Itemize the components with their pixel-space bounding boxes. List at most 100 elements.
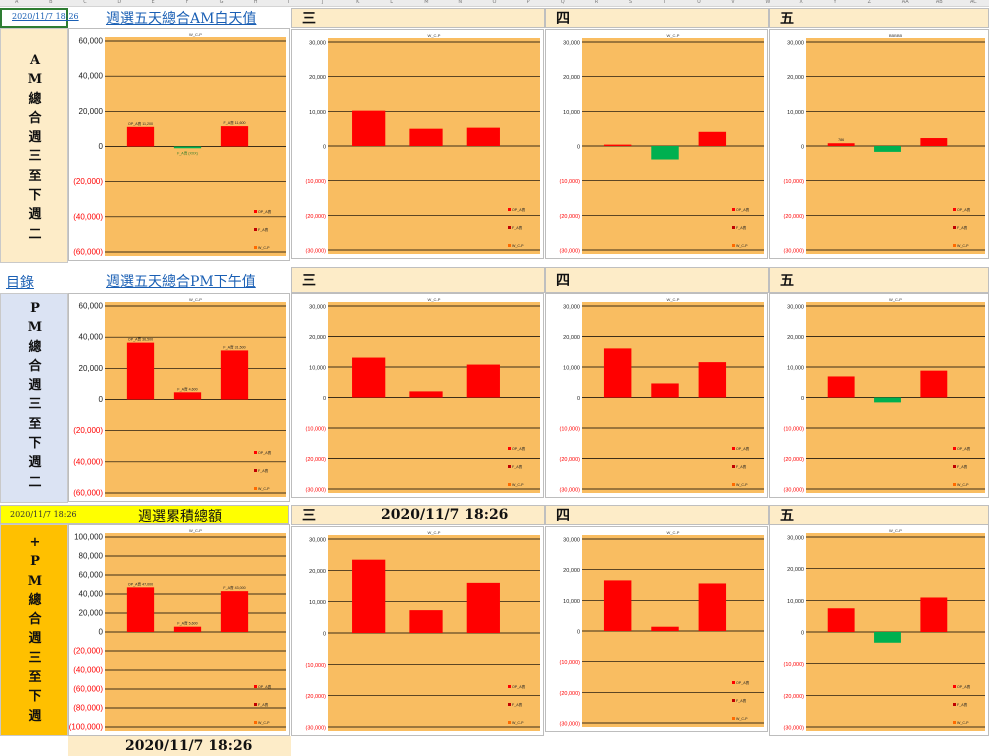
chart-title: W_C-P [428, 33, 441, 38]
chart-am-wed[interactable]: W_C-P 30,000 20,000 10,000 0 (10,000) (20,000)… [291, 29, 544, 259]
y-tick-label: (10,000) [784, 427, 805, 433]
chart-title: W_C-P [889, 297, 902, 302]
column-letter[interactable]: C [83, 0, 87, 5]
y-tick-label: (30,000) [306, 488, 327, 494]
y-tick-label: 30,000 [309, 538, 326, 544]
column-letter[interactable]: V [731, 0, 735, 5]
y-tick-label: 40,000 [79, 333, 104, 342]
bar [651, 626, 679, 631]
column-letter[interactable]: J [321, 0, 324, 5]
y-tick-label: 0 [801, 631, 804, 637]
chart-pm-total[interactable]: W_C-P 60,000 40,000 20,000 0 (20,000) (40,000)… [68, 293, 290, 502]
bar [352, 110, 386, 146]
legend-label: W_C-P [258, 721, 270, 725]
legend-swatch [254, 451, 257, 454]
y-tick-label: 30,000 [309, 41, 326, 47]
column-letter[interactable]: Y [833, 0, 837, 5]
column-letter[interactable]: A [15, 0, 19, 5]
legend-swatch [953, 483, 956, 486]
chart-title: W_C-P [189, 528, 202, 533]
legend-swatch [254, 685, 257, 688]
column-letter[interactable]: U [697, 0, 701, 5]
y-tick-label: 10,000 [787, 110, 804, 116]
y-tick-label: 0 [99, 142, 104, 151]
timestamp-link[interactable]: 2020/11/7 18:26 [12, 12, 79, 21]
chart-title: W_C-P [889, 528, 902, 533]
y-tick-label: 10,000 [309, 366, 326, 372]
column-letter[interactable]: F [185, 0, 189, 5]
chart-am-fri[interactable]: BBBBB 30,000 20,000 10,000 0 (10,000) (20,000)… [769, 29, 989, 259]
column-letter[interactable]: N [458, 0, 463, 5]
column-letter[interactable]: K [356, 0, 360, 5]
column-letter[interactable]: I [287, 0, 290, 5]
legend-label: F_A賣 [957, 464, 968, 469]
bar [220, 591, 249, 632]
column-letter[interactable]: R [594, 0, 599, 5]
bar [827, 608, 855, 632]
y-tick-label: 40,000 [79, 590, 104, 599]
column-letter[interactable]: AC [969, 0, 977, 5]
data-label: F_A賣 4,600 [177, 386, 197, 391]
column-letter[interactable]: M [424, 0, 429, 5]
column-letter[interactable]: W [765, 0, 771, 5]
column-letter[interactable]: L [390, 0, 393, 5]
column-letter[interactable]: Z [867, 0, 872, 5]
column-letter[interactable]: B [49, 0, 53, 5]
y-tick-label: 0 [801, 396, 804, 402]
y-tick-label: (10,000) [306, 663, 327, 669]
column-letter[interactable]: X [799, 0, 803, 5]
column-letter[interactable]: H [253, 0, 258, 5]
chart-total-fri[interactable]: W_C-P 30,000 20,000 10,000 0 (10,000) (20,000)… [769, 524, 989, 736]
chart-am-thu[interactable]: W_C-P 30,000 20,000 10,000 0 (10,000) (20,000)… [545, 29, 768, 259]
legend-label: F_A賣 [512, 464, 523, 469]
column-letter[interactable]: G [219, 0, 224, 5]
index-link[interactable]: 目錄 [6, 275, 34, 291]
chart-svg: W_C-P 30,000 20,000 10,000 0 (10,000) (20,000)… [770, 525, 988, 735]
column-letter[interactable]: AB [935, 0, 943, 5]
y-tick-label: (60,000) [73, 685, 103, 694]
bottom-stamp: 2020/11/7 18:26 [125, 738, 253, 754]
y-tick-label: (30,000) [560, 488, 581, 494]
legend-swatch [732, 208, 735, 211]
column-letter[interactable]: P [526, 0, 530, 5]
chart-pm-thu[interactable]: W_C-P 30,000 20,000 10,000 0 (10,000) (20,000)… [545, 293, 768, 498]
column-letter[interactable]: Q [560, 0, 565, 5]
chart-svg: W_C-P 30,000 20,000 10,000 0 (10,000) (20,000)… [770, 294, 988, 497]
y-tick-label: (20,000) [784, 214, 805, 220]
chart-total-thu[interactable]: W_C-P 30,000 20,000 10,000 0 (10,000) (20,000)… [545, 526, 768, 732]
chart-total-total[interactable]: W_C-P 100,000 80,000 60,000 40,000 20,000 0 (20… [68, 524, 290, 736]
legend-swatch [953, 685, 956, 688]
data-label: OP_A賣 11,200 [128, 121, 153, 126]
bar [651, 146, 679, 160]
chart-pm-wed[interactable]: W_C-P 30,000 20,000 10,000 0 (10,000) (20,000)… [291, 293, 544, 498]
y-tick-label: 20,000 [309, 75, 326, 81]
chart-am-total[interactable]: W_C-P 60,000 40,000 20,000 0 (20,000) (40,000)… [68, 28, 290, 261]
chart-title: W_C-P [667, 297, 680, 302]
y-tick-label: (20,000) [73, 426, 103, 435]
legend-label: OP_A賣 [736, 680, 750, 685]
column-letter[interactable]: S [628, 0, 633, 5]
y-tick-label: (10,000) [784, 179, 805, 185]
chart-total-wed[interactable]: W_C-P 30,000 20,000 10,000 0 (10,000) (20,000)… [291, 526, 544, 736]
pm-title-link[interactable]: 週選五天總合PM下午值 [106, 274, 256, 290]
y-tick-label: 0 [801, 145, 804, 151]
column-letter[interactable]: E [151, 0, 155, 5]
y-tick-label: (20,000) [306, 694, 327, 700]
y-tick-label: 20,000 [309, 335, 326, 341]
column-letter[interactable]: O [492, 0, 497, 5]
chart-pm-fri[interactable]: W_C-P 30,000 20,000 10,000 0 (10,000) (20,000)… [769, 293, 989, 498]
column-letter[interactable]: D [117, 0, 122, 5]
legend-swatch [254, 703, 257, 706]
side-cell-am: A M 總 合 週 三 至 下 週 二 [0, 28, 68, 263]
legend-label: W_C-P [258, 487, 270, 491]
column-letter[interactable]: AA [901, 0, 909, 5]
header-wed-total: 三 [291, 505, 545, 525]
column-letter[interactable]: T [663, 0, 667, 5]
am-title-link[interactable]: 週選五天總合AM白天值 [106, 11, 257, 27]
legend-label: OP_A賣 [957, 207, 971, 212]
legend-swatch [508, 703, 511, 706]
legend-label: W_C-P [512, 483, 524, 487]
chart-title: W_C-P [428, 297, 441, 302]
bar [874, 632, 901, 643]
data-label: F_A賣 31,500 [223, 344, 245, 349]
